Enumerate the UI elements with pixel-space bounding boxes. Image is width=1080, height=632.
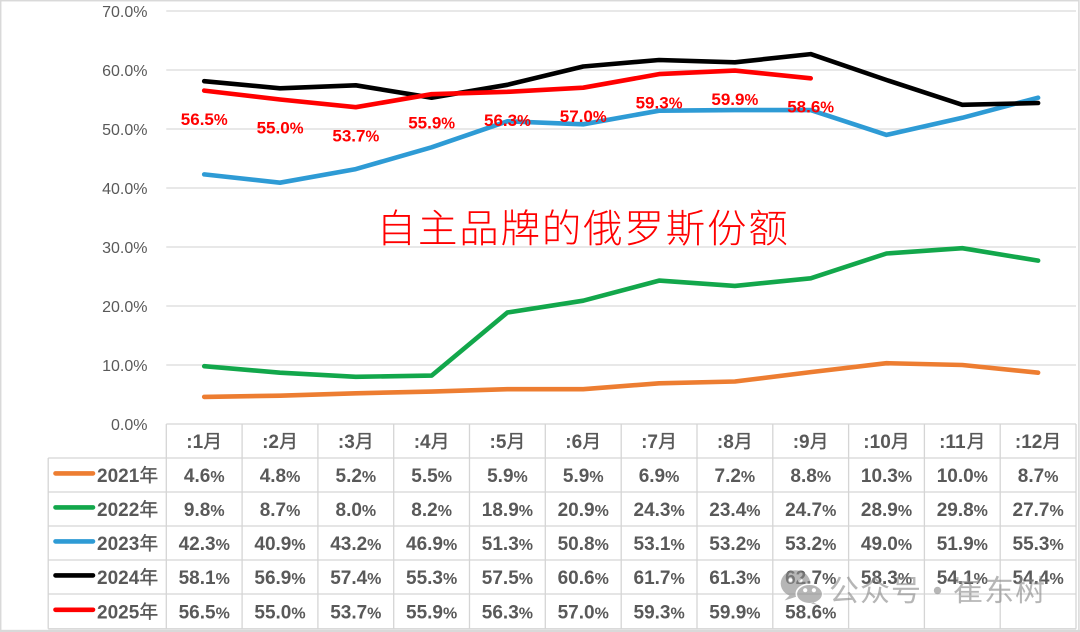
svg-text:58.6%: 58.6% xyxy=(787,98,834,117)
svg-text::3: :3 xyxy=(338,432,355,453)
svg-text:2025: 2025 xyxy=(97,602,140,623)
svg-text::6: :6 xyxy=(565,432,582,453)
svg-text:59.3%: 59.3% xyxy=(636,93,683,112)
svg-text:10.0%: 10.0% xyxy=(937,466,988,487)
svg-text:53.1%: 53.1% xyxy=(634,534,685,555)
svg-text:27.7%: 27.7% xyxy=(1013,500,1064,521)
svg-text:24.7%: 24.7% xyxy=(785,500,836,521)
svg-text:70.0%: 70.0% xyxy=(102,4,147,21)
svg-text:59.9%: 59.9% xyxy=(711,90,758,109)
svg-text::4: :4 xyxy=(414,432,431,453)
svg-text:58.6%: 58.6% xyxy=(785,602,836,623)
svg-text:56.3%: 56.3% xyxy=(484,111,531,130)
svg-text:61.3%: 61.3% xyxy=(709,568,760,589)
svg-text:23.4%: 23.4% xyxy=(709,500,760,521)
svg-text:57.5%: 57.5% xyxy=(482,568,533,589)
svg-text:50.8%: 50.8% xyxy=(558,534,609,555)
svg-text:43.2%: 43.2% xyxy=(330,534,381,555)
svg-text:56.9%: 56.9% xyxy=(254,568,305,589)
svg-text:5.9%: 5.9% xyxy=(487,466,528,487)
svg-text:30.0%: 30.0% xyxy=(102,240,147,257)
svg-text:58.1%: 58.1% xyxy=(179,568,230,589)
svg-text:2021: 2021 xyxy=(97,466,140,487)
svg-text::11: :11 xyxy=(939,432,966,453)
svg-text:8.0%: 8.0% xyxy=(336,500,377,521)
svg-text:4.6%: 4.6% xyxy=(184,466,225,487)
svg-text:59.9%: 59.9% xyxy=(709,602,760,623)
svg-text:56.5%: 56.5% xyxy=(179,602,230,623)
svg-text:10.0%: 10.0% xyxy=(102,358,147,375)
svg-text:18.9%: 18.9% xyxy=(482,500,533,521)
svg-text::2: :2 xyxy=(262,432,279,453)
svg-text:40.0%: 40.0% xyxy=(102,181,147,198)
svg-text::1: :1 xyxy=(186,432,203,453)
svg-text:53.2%: 53.2% xyxy=(709,534,760,555)
svg-text::9: :9 xyxy=(793,432,810,453)
svg-text:50.0%: 50.0% xyxy=(102,122,147,139)
svg-text:51.3%: 51.3% xyxy=(482,534,533,555)
svg-text::12: :12 xyxy=(1015,432,1042,453)
svg-text:53.7%: 53.7% xyxy=(330,602,381,623)
svg-text:56.5%: 56.5% xyxy=(181,110,228,129)
svg-text:54.4%: 54.4% xyxy=(1013,568,1064,589)
svg-text:5.5%: 5.5% xyxy=(411,466,452,487)
svg-text:46.9%: 46.9% xyxy=(406,534,457,555)
svg-text:5.2%: 5.2% xyxy=(336,466,377,487)
svg-text::5: :5 xyxy=(490,432,507,453)
svg-text:53.7%: 53.7% xyxy=(332,126,379,145)
svg-text:5.9%: 5.9% xyxy=(563,466,604,487)
svg-text:55.9%: 55.9% xyxy=(408,113,455,132)
svg-text:8.8%: 8.8% xyxy=(790,466,831,487)
svg-text:53.2%: 53.2% xyxy=(785,534,836,555)
svg-text:60.6%: 60.6% xyxy=(558,568,609,589)
svg-text:20.9%: 20.9% xyxy=(558,500,609,521)
svg-text:28.9%: 28.9% xyxy=(861,500,912,521)
svg-text:51.9%: 51.9% xyxy=(937,534,988,555)
svg-text:8.7%: 8.7% xyxy=(260,500,301,521)
svg-text:55.3%: 55.3% xyxy=(1013,534,1064,555)
svg-text:55.3%: 55.3% xyxy=(406,568,457,589)
svg-text:4.8%: 4.8% xyxy=(260,466,301,487)
svg-text:57.4%: 57.4% xyxy=(330,568,381,589)
svg-text:42.3%: 42.3% xyxy=(179,534,230,555)
svg-text:8.7%: 8.7% xyxy=(1018,466,1059,487)
svg-text:8.2%: 8.2% xyxy=(411,500,452,521)
svg-text:2023: 2023 xyxy=(97,534,139,555)
svg-text:55.9%: 55.9% xyxy=(406,602,457,623)
svg-text:60.0%: 60.0% xyxy=(102,63,147,80)
svg-text:40.9%: 40.9% xyxy=(254,534,305,555)
svg-text:20.0%: 20.0% xyxy=(102,299,147,316)
svg-text:49.0%: 49.0% xyxy=(861,534,912,555)
svg-text:57.0%: 57.0% xyxy=(560,107,607,126)
svg-text:56.3%: 56.3% xyxy=(482,602,533,623)
svg-text:6.9%: 6.9% xyxy=(639,466,680,487)
svg-text::7: :7 xyxy=(641,432,658,453)
svg-text:9.8%: 9.8% xyxy=(184,500,225,521)
svg-text:59.3%: 59.3% xyxy=(634,602,685,623)
svg-text::10: :10 xyxy=(863,432,890,453)
svg-text:29.8%: 29.8% xyxy=(937,500,988,521)
svg-text:7.2%: 7.2% xyxy=(715,466,756,487)
svg-text:54.1%: 54.1% xyxy=(937,568,988,589)
svg-text:55.0%: 55.0% xyxy=(254,602,305,623)
svg-text::8: :8 xyxy=(717,432,734,453)
svg-text:61.7%: 61.7% xyxy=(634,568,685,589)
svg-text:24.3%: 24.3% xyxy=(634,500,685,521)
svg-text:2024: 2024 xyxy=(97,568,140,589)
svg-text:55.0%: 55.0% xyxy=(257,119,304,138)
svg-text:10.3%: 10.3% xyxy=(861,466,912,487)
svg-text:0.0%: 0.0% xyxy=(111,417,147,434)
svg-text:57.0%: 57.0% xyxy=(558,602,609,623)
svg-text:2022: 2022 xyxy=(97,500,139,521)
